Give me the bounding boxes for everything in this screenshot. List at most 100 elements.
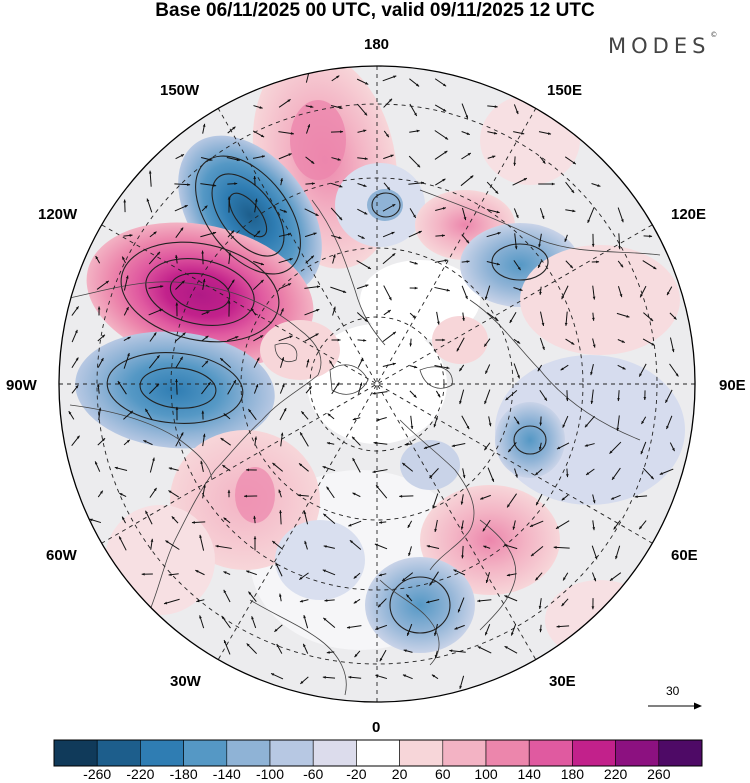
- wind-vector-head: [300, 680, 304, 684]
- wind-vector-head: [609, 577, 614, 581]
- wind-vector-head: [504, 595, 508, 598]
- wind-vector-head: [246, 570, 250, 574]
- wind-vector-head: [220, 358, 224, 362]
- colorbar-swatch: [269, 739, 314, 767]
- lon-label-90e: 90E: [719, 377, 746, 394]
- wind-vector-head: [392, 253, 396, 257]
- colorbar-swatch: [615, 739, 660, 767]
- wind-vector-head: [145, 408, 149, 412]
- wind-vector-head: [100, 358, 104, 362]
- wind-vector-head: [261, 155, 265, 158]
- wind-vector-head: [303, 510, 307, 515]
- wind-vector-head: [467, 153, 471, 156]
- lon-label-150e: 150E: [547, 82, 583, 99]
- wind-vector-head: [555, 526, 560, 529]
- wind-vector-head: [352, 417, 356, 421]
- wind-vector-head: [105, 280, 109, 284]
- wind-vector-head: [612, 476, 615, 480]
- wind-vector-head: [323, 545, 327, 548]
- colorbar-tick-label: 100: [474, 766, 498, 782]
- wind-vector-head: [477, 599, 481, 603]
- wind-vector-head: [175, 406, 179, 410]
- wind-vector-head: [143, 440, 147, 443]
- wind-vector-head: [299, 576, 303, 580]
- wind-vector-head: [453, 569, 457, 573]
- wind-vector-head: [506, 573, 510, 577]
- wind-vector-head: [311, 160, 315, 164]
- wind-vector-head: [444, 150, 448, 154]
- wind-vector-head: [301, 411, 305, 415]
- wind-vector-head: [259, 106, 263, 109]
- wind-vector-head: [480, 496, 484, 500]
- wind-vector-head: [152, 457, 155, 461]
- wind-vector-head: [98, 407, 102, 411]
- wind-vector-head: [303, 615, 307, 619]
- wind-vector-head: [326, 651, 330, 654]
- wind-vector-head: [99, 490, 103, 494]
- wind-vector-head: [442, 108, 447, 112]
- wind-vector-head: [313, 232, 317, 236]
- wind-vector-head: [649, 318, 654, 321]
- colorbar-swatch: [356, 739, 400, 767]
- wind-vector-head: [119, 536, 122, 540]
- wind-vector-head: [592, 296, 596, 300]
- wind-vector-head: [251, 308, 254, 312]
- wind-vector-head: [127, 352, 130, 357]
- wind-vector-head: [68, 411, 72, 415]
- wind-vector-head: [354, 654, 358, 658]
- wind-vector-head: [459, 685, 463, 689]
- wind-vector-head: [129, 410, 133, 414]
- wind-vector-head: [213, 183, 217, 187]
- wind-vector-head: [556, 625, 560, 628]
- wind-vector-head: [666, 425, 669, 430]
- wind-vector-head: [199, 615, 202, 619]
- colorbar-swatch: [140, 739, 184, 767]
- wind-vector-head: [223, 640, 227, 644]
- wind-vector-head: [361, 236, 365, 239]
- wind-vector-head: [372, 391, 376, 395]
- wind-vector-head: [587, 219, 591, 223]
- wind-vector-head: [353, 575, 357, 579]
- wind-vector-head: [620, 219, 624, 223]
- colorbar-swatch: [485, 739, 530, 767]
- wind-vector-head: [304, 540, 307, 545]
- wind-vector-head: [376, 418, 380, 422]
- wind-vector-head: [433, 424, 437, 428]
- wind-vector-head: [482, 528, 486, 532]
- wind-vector-head: [407, 632, 410, 636]
- wind-vector-head: [594, 556, 598, 560]
- wind-vector-head: [352, 436, 356, 440]
- wind-vector-head: [159, 309, 163, 312]
- wind-vector-head: [260, 279, 264, 283]
- wind-vector-head: [536, 502, 539, 506]
- wind-vector-head: [199, 534, 202, 538]
- wind-vector-head: [287, 233, 291, 236]
- lon-label-60w: 60W: [46, 547, 77, 564]
- wind-vector-head: [168, 467, 172, 470]
- wind-vector-head: [493, 131, 498, 135]
- wind-vector-head: [584, 444, 588, 447]
- wind-vector-head: [535, 577, 539, 581]
- wind-vector-head: [483, 545, 487, 549]
- wind-vector-head: [281, 308, 284, 312]
- wind-vector-head: [544, 397, 547, 401]
- wind-vector-head: [404, 443, 408, 446]
- wind-vector-head: [429, 475, 433, 479]
- wind-vector-head: [181, 280, 185, 284]
- wind-vector-head: [336, 382, 340, 386]
- wind-vector-head: [672, 447, 675, 452]
- wind-vector-head: [389, 98, 393, 102]
- wind-vector-head: [148, 170, 152, 174]
- wind-vector-head: [272, 462, 276, 466]
- wind-vector-head: [125, 275, 129, 279]
- wind-vector-head: [406, 594, 410, 598]
- wind-vector-head: [437, 321, 440, 325]
- wind-vector-head: [569, 265, 573, 269]
- wind-vector-head: [388, 297, 392, 301]
- wind-vector-head: [556, 446, 561, 450]
- wind-vector-head: [651, 342, 655, 346]
- wind-vector-head: [461, 555, 464, 559]
- wind-vector-head: [446, 366, 450, 370]
- wind-vector-head: [561, 497, 565, 501]
- wind-vector-head: [96, 383, 100, 387]
